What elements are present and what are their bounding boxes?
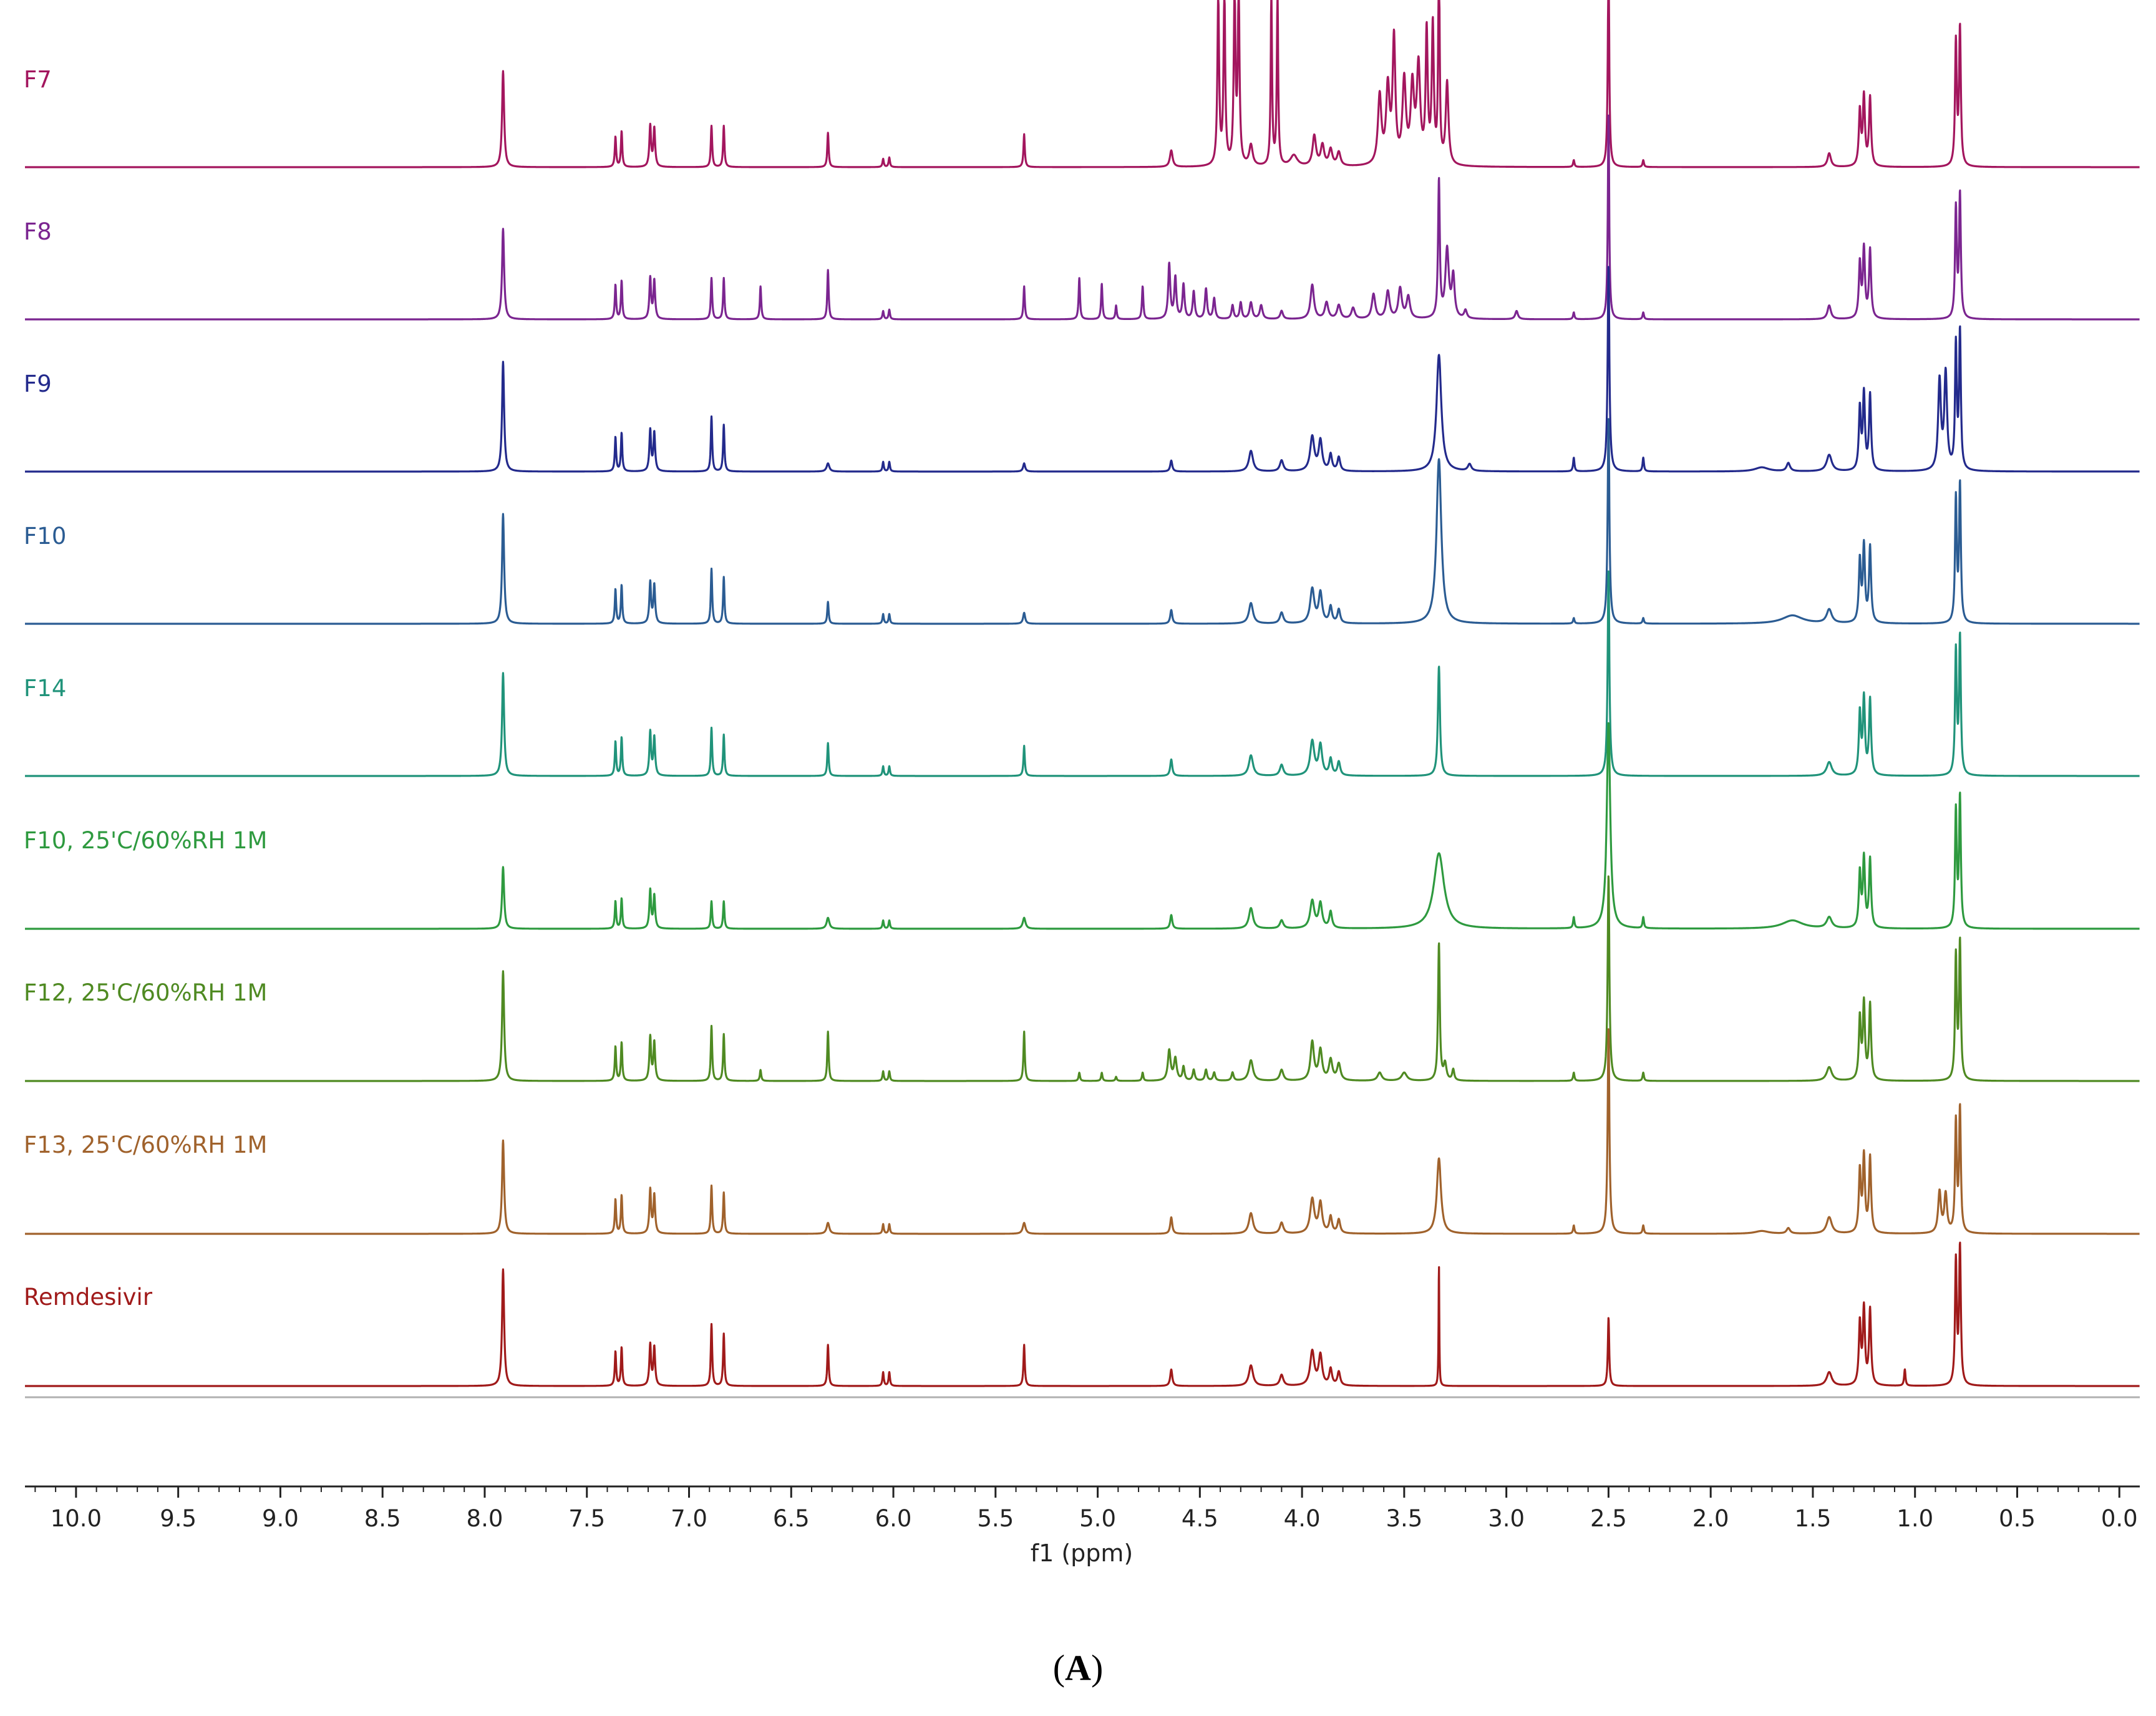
x-tick-label: 1.5	[1795, 1505, 1832, 1532]
x-axis: 10.0 9.5 9.0 8.5 8.0 7.5 7.0 6.5 6.0 5.5 5.0 4.5 4.0…	[25, 1485, 2140, 1532]
x-tick-label: 8.0	[467, 1505, 503, 1532]
x-tick-label: 8.5	[364, 1505, 401, 1532]
spectrum-trace-7	[24, 875, 2140, 1082]
x-tick-label: 4.0	[1284, 1505, 1321, 1532]
x-tick-label: 1.0	[1896, 1505, 1933, 1532]
series-label-3: F9	[24, 371, 52, 397]
spectrum-traces	[24, 0, 2140, 1387]
spectrum-trace-9	[24, 1241, 2140, 1387]
caption-close: )	[1090, 1647, 1104, 1688]
series-label-9: Remdesivir	[24, 1284, 153, 1311]
x-tick-label: 0.0	[2101, 1505, 2138, 1532]
x-tick-label: 7.0	[671, 1505, 707, 1532]
series-label-4: F10	[24, 523, 66, 550]
x-tick-label: 4.5	[1182, 1505, 1218, 1532]
series-label-5: F14	[24, 675, 66, 702]
caption-open: (	[1052, 1647, 1066, 1688]
x-tick-label: 2.0	[1692, 1505, 1729, 1532]
spectrum-trace-8	[24, 1028, 2140, 1235]
series-label-2: F8	[24, 218, 52, 245]
x-tick-label: 6.0	[875, 1505, 912, 1532]
x-tick-label: 5.5	[977, 1505, 1014, 1532]
x-tick-label: 7.5	[568, 1505, 605, 1532]
spectrum-trace-6	[24, 722, 2140, 930]
x-tick-label: 5.0	[1079, 1505, 1116, 1532]
x-tick-label: 10.0	[51, 1505, 102, 1532]
x-tick-label: 6.5	[773, 1505, 810, 1532]
spectrum-trace-4	[24, 418, 2140, 625]
x-axis-title: f1 (ppm)	[1031, 1539, 1134, 1567]
x-tick-label: 0.5	[1999, 1505, 2036, 1532]
spectrum-trace-5	[24, 570, 2140, 777]
series-label-8: F13, 25'C/60%RH 1M	[24, 1132, 267, 1158]
nmr-stacked-spectra: F7 F8 F9 F10 F14 F10, 25'C/60%RH 1M F12, 25'C/…	[24, 0, 2140, 1567]
x-tick-label: 2.5	[1590, 1505, 1627, 1532]
panel-caption: (A)	[0, 1647, 2156, 1689]
spectrum-trace-2	[24, 114, 2140, 321]
x-tick-label: 3.5	[1386, 1505, 1422, 1532]
spectrum-trace-3	[24, 266, 2140, 473]
x-tick-label: 9.0	[262, 1505, 299, 1532]
series-label-6: F10, 25'C/60%RH 1M	[24, 827, 267, 854]
spectrum-trace-1	[24, 0, 2140, 168]
series-labels: F7 F8 F9 F10 F14 F10, 25'C/60%RH 1M F12, 25'C/…	[24, 66, 267, 1311]
x-tick-label: 3.0	[1488, 1505, 1525, 1532]
series-label-1: F7	[24, 66, 52, 93]
caption-letter: A	[1065, 1647, 1091, 1688]
series-label-7: F12, 25'C/60%RH 1M	[24, 979, 267, 1006]
x-tick-label: 9.5	[160, 1505, 197, 1532]
